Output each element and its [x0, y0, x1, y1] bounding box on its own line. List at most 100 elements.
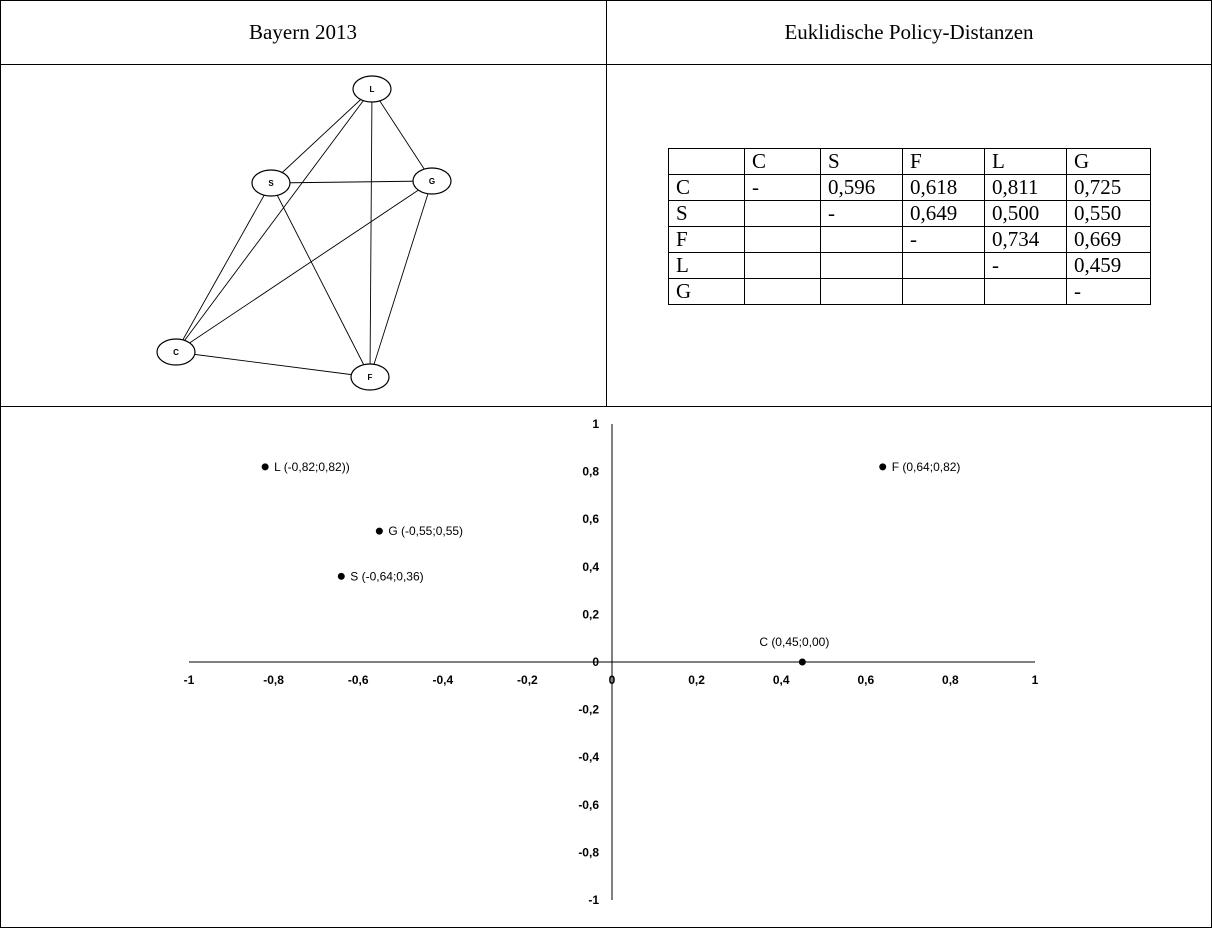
distance-table: C S F L G C -0,596 0,618 0,811 0,725 S -0,649 0,500 0…: [668, 148, 1151, 305]
table-cell: 0,669: [1066, 226, 1151, 253]
network-node-label: G: [429, 177, 435, 186]
network-edges: [175, 88, 433, 378]
network-node-circle: [156, 338, 196, 366]
table-row-label: F: [668, 226, 745, 253]
network-node-C: C: [156, 338, 196, 366]
table-cell: 0,618: [902, 174, 985, 201]
data-point-label: L (-0,82;0,82)): [274, 460, 350, 474]
y-tick-label: -0,4: [578, 750, 599, 764]
table-row: G-: [668, 278, 1151, 305]
x-tick-label: 1: [1032, 673, 1039, 687]
y-tick-label: 0,4: [582, 560, 599, 574]
network-edge-L-G: [371, 88, 433, 182]
table-cell: -: [820, 200, 903, 227]
data-point: S (-0,64;0,36): [337, 569, 424, 583]
table-cell: [820, 252, 903, 279]
table-header-cell: S: [820, 148, 903, 175]
table-row: S -0,649 0,500 0,550: [668, 200, 1151, 227]
network-node-circle: [412, 167, 452, 195]
left-header-title: Bayern 2013: [249, 20, 357, 44]
x-tick-label: 0,2: [688, 673, 705, 687]
column-divider: [606, 0, 607, 407]
table-row-label: S: [668, 200, 745, 227]
table-cell: 0,725: [1066, 174, 1151, 201]
data-point-marker: [261, 463, 269, 471]
network-edge-G-F: [369, 180, 433, 378]
table-cell: -: [984, 252, 1067, 279]
data-point: F (0,64;0,82): [879, 460, 960, 474]
y-tick-label: -0,2: [578, 703, 599, 717]
x-tick-label: 0,6: [857, 673, 874, 687]
network-node-label: F: [368, 373, 373, 382]
network-node-circle: [352, 75, 392, 103]
network-diagram: L S G C F: [156, 75, 452, 391]
data-point-label: C (0,45;0,00): [759, 635, 829, 649]
table-cell: 0,500: [984, 200, 1067, 227]
table-row-label: L: [668, 252, 745, 279]
network-node-label: S: [268, 179, 274, 188]
network-node-label: C: [173, 348, 179, 357]
network-node-F: F: [350, 363, 390, 391]
table-cell: 0,811: [984, 174, 1067, 201]
x-tick-label: -0,8: [263, 673, 284, 687]
y-tick-label: 1: [592, 417, 599, 431]
table-cell: 0,459: [1066, 252, 1151, 279]
y-tick-label: -0,6: [578, 798, 599, 812]
right-header-title: Euklidische Policy-Distanzen: [784, 20, 1034, 44]
x-tick-label: 0: [609, 673, 616, 687]
table-cell: [902, 278, 985, 305]
table-cell: [744, 226, 821, 253]
data-point-marker: [375, 527, 383, 535]
network-edge-G-C: [175, 180, 433, 353]
table-row: C -0,596 0,618 0,811 0,725: [668, 174, 1151, 201]
data-point-label: F (0,64;0,82): [892, 460, 961, 474]
table-header-cell: F: [902, 148, 985, 175]
table-row: L -0,459: [668, 252, 1151, 279]
table-cell: -: [902, 226, 985, 253]
x-tick-label: 0,4: [773, 673, 790, 687]
table-cell: -: [1066, 278, 1151, 305]
data-point-label: G (-0,55;0,55): [388, 524, 463, 538]
table-header-cell: C: [744, 148, 821, 175]
x-tick-label: -0,6: [348, 673, 369, 687]
x-tick-label: -0,2: [517, 673, 538, 687]
x-tick-label: 0,8: [942, 673, 959, 687]
y-tick-label: 0,6: [582, 512, 599, 526]
y-tick-label: 0,8: [582, 465, 599, 479]
table-cell: 0,596: [820, 174, 903, 201]
y-tick-label: -1: [588, 893, 599, 907]
table-cell: 0,734: [984, 226, 1067, 253]
table-row: F -0,734 0,669: [668, 226, 1151, 253]
y-tick-label: 0: [592, 655, 599, 669]
table-cell: [744, 252, 821, 279]
table-header-cell: G: [1066, 148, 1151, 175]
data-point: G (-0,55;0,55): [375, 524, 463, 538]
y-tick-label: -0,8: [578, 845, 599, 859]
network-node-G: G: [412, 167, 452, 195]
data-point-marker: [879, 463, 887, 471]
data-point-marker: [798, 658, 806, 666]
network-edge-C-F: [175, 351, 371, 378]
table-cell: 0,550: [1066, 200, 1151, 227]
network-node-S: S: [251, 169, 291, 197]
table-cell: [820, 278, 903, 305]
network-edge-S-F: [270, 182, 371, 378]
table-cell: -: [744, 174, 821, 201]
y-tick-label: 0,2: [582, 607, 599, 621]
scatter-chart: -1 -0,8 -0,6 -0,4 -0,2 0 0,2 0,4 0,6 0,8 1 1 0,8 0,6 0…: [184, 417, 1039, 907]
network-node-L: L: [352, 75, 392, 103]
data-point-marker: [337, 572, 345, 580]
network-edge-S-G: [270, 180, 433, 184]
x-tick-label: -0,4: [432, 673, 453, 687]
data-point-label: S (-0,64;0,36): [350, 569, 423, 583]
network-node-label: L: [370, 85, 375, 94]
data-point: L (-0,82;0,82)): [261, 460, 350, 474]
network-node-circle: [350, 363, 390, 391]
network-edge-S-C: [175, 182, 272, 353]
table-cell: [744, 200, 821, 227]
table-cell: [744, 278, 821, 305]
network-edge-L-C: [175, 88, 373, 353]
network-node-circle: [251, 169, 291, 197]
table-header-cell: L: [984, 148, 1067, 175]
